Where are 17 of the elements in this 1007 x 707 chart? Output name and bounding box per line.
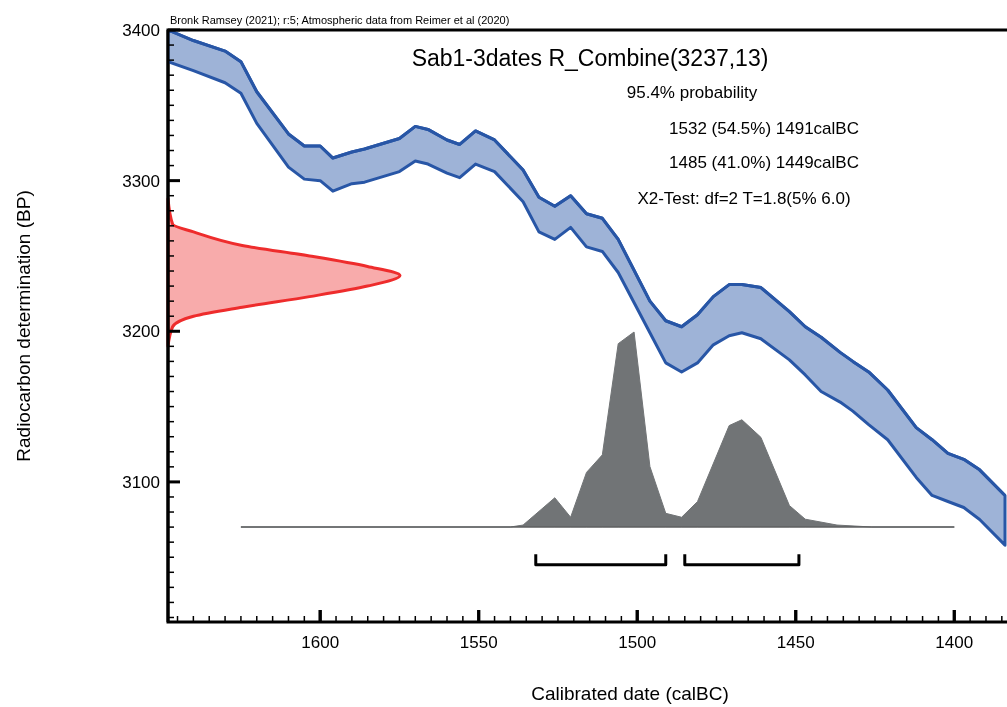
y-tick-label: 3400 [122, 20, 160, 40]
text: Bronk Ramsey (2021); r:5; Atmospheric data from Reimer et al (2020) [170, 14, 510, 26]
y-tick-label: 3200 [122, 322, 160, 342]
annotation: 95.4% probability [626, 83, 758, 102]
x-tick-label: 1450 [776, 633, 815, 652]
x-tick-label: 1550 [459, 633, 498, 652]
x-axis-title: Calibrated date (calBC) [531, 683, 729, 704]
text: Sab1-3dates R_Combine(3237,13) [411, 45, 769, 71]
x-tick-label: 1600 [301, 633, 340, 652]
annotation: X2-Test: df=2 T=1.8(5% 6.0) [637, 189, 851, 208]
x-tick-label: 1500 [618, 633, 657, 652]
y-tick-label: 3100 [122, 472, 160, 492]
annotation: 1485 (41.0%) 1449calBC [669, 153, 859, 172]
y-tick-label: 3300 [122, 171, 160, 191]
x-tick-label: 1400 [935, 633, 974, 652]
y-axis-title: Radiocarbon determination (BP) [13, 190, 34, 462]
annotation: 1532 (54.5%) 1491calBC [669, 119, 859, 138]
